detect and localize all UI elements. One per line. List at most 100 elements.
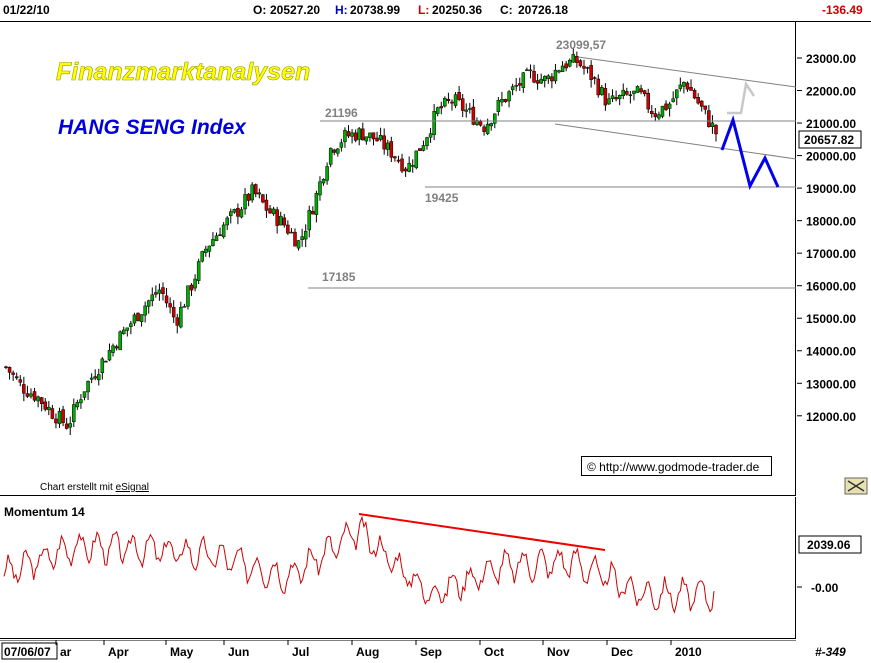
candle-body [343, 129, 347, 143]
candle-body [193, 278, 197, 289]
candle-body [410, 165, 415, 167]
momentum-value-label: 2039.06 [807, 538, 851, 552]
candle-body [261, 194, 265, 203]
candle-body [289, 231, 294, 234]
candle-body [510, 86, 515, 91]
candle-body [603, 88, 608, 106]
candle-body [164, 295, 169, 304]
candle-body [639, 88, 643, 93]
candle-body [439, 106, 444, 109]
candle-body [500, 99, 504, 103]
candle-body [253, 184, 258, 195]
candle-body [446, 98, 451, 101]
y-tick-label: 22000.00 [806, 85, 856, 99]
channel-lower-line [554, 123, 797, 160]
change-value: -136.49 [822, 3, 863, 17]
bar-count-label: #-349 [815, 645, 846, 659]
candle-body [86, 380, 90, 393]
x-tick-label: May [170, 645, 194, 659]
candle-body [104, 360, 108, 363]
candle-body [378, 135, 383, 140]
candle-body [22, 384, 26, 394]
candle-body [496, 100, 501, 112]
y-tick-label: 14000.00 [806, 345, 856, 359]
candle-body [553, 69, 558, 82]
scale-icon[interactable] [844, 477, 868, 495]
candle-body [171, 307, 176, 318]
candle-body [485, 123, 490, 134]
close-label: C: [500, 3, 513, 17]
candle-body [714, 124, 718, 135]
candle-body [521, 72, 526, 88]
candle-body [400, 158, 404, 172]
candle-body [221, 224, 226, 238]
candle-body [275, 209, 279, 226]
close-value: 20726.18 [518, 3, 569, 17]
candle-body [614, 97, 618, 100]
y-tick-label: 17000.00 [806, 247, 856, 261]
candle-body [361, 128, 365, 141]
candle-body [435, 107, 440, 114]
x-tick-label: Jul [292, 645, 309, 659]
candle-body [146, 300, 151, 307]
candle-body [154, 292, 158, 295]
candle-body [136, 312, 140, 322]
candle-body [689, 86, 693, 91]
candle-body [514, 85, 518, 87]
candle-body [546, 75, 551, 80]
candle-body [200, 251, 204, 262]
candle-body [535, 80, 540, 84]
candle-body [161, 287, 165, 295]
price-y-axis: 23000.00 22000.00 21000.00 20000.00 19000.00… [797, 52, 868, 495]
candle-body [11, 372, 15, 375]
candle-body [204, 248, 208, 253]
candle-body [325, 166, 329, 181]
candle-body [236, 207, 240, 217]
candle-body [61, 409, 65, 423]
resistance-level-label: 21196 [325, 106, 358, 120]
candle-body [478, 121, 483, 126]
ohlc-header: 01/22/10 O: 20527.20 H: 20738.99 L: 2025… [0, 0, 871, 22]
candle-body [97, 374, 101, 381]
candle-body [189, 284, 194, 291]
chart-credit: Chart erstellt mit eSignal [40, 482, 149, 493]
x-tick-label: Jun [228, 645, 249, 659]
candle-body [214, 235, 219, 242]
candle-body [286, 224, 290, 234]
candle-body [503, 99, 508, 103]
brand-title: Finanzmarktanalysen [56, 58, 310, 86]
low-value: 20250.36 [432, 3, 483, 17]
candle-body [246, 193, 251, 201]
momentum-panel: Momentum 14 [0, 497, 796, 639]
candle-body [50, 408, 55, 419]
candle-body [25, 393, 30, 397]
candle-body [567, 59, 572, 67]
candle-body [7, 366, 12, 373]
x-tick-label: Nov [547, 645, 570, 659]
candle-body [560, 65, 565, 73]
candle-body [382, 135, 386, 150]
momentum-zero-label: -0.00 [811, 581, 839, 595]
price-chart-panel: 23099,57 21196 19425 17185 Finanzmarktan… [0, 22, 797, 496]
candle-body [625, 91, 629, 95]
y-tick-label: 23000.00 [806, 52, 856, 66]
candle-body [307, 210, 312, 231]
candle-body [464, 109, 469, 112]
current-price-box [798, 130, 862, 149]
candle-body [318, 181, 322, 196]
candle-body [229, 211, 233, 217]
candle-body [303, 230, 308, 240]
candle-body [39, 397, 44, 405]
candle-body [364, 136, 369, 142]
candle-body [685, 82, 690, 90]
candle-body [557, 70, 561, 73]
candle-body [460, 98, 465, 111]
candle-body [582, 66, 586, 69]
candle-body [18, 379, 23, 383]
candle-body [710, 122, 715, 127]
low-level-label: 17185 [322, 270, 356, 284]
y-tick-label: 21000.00 [806, 117, 856, 131]
candle-body [168, 303, 172, 308]
candle-body [157, 289, 162, 294]
momentum-line [3, 515, 715, 615]
